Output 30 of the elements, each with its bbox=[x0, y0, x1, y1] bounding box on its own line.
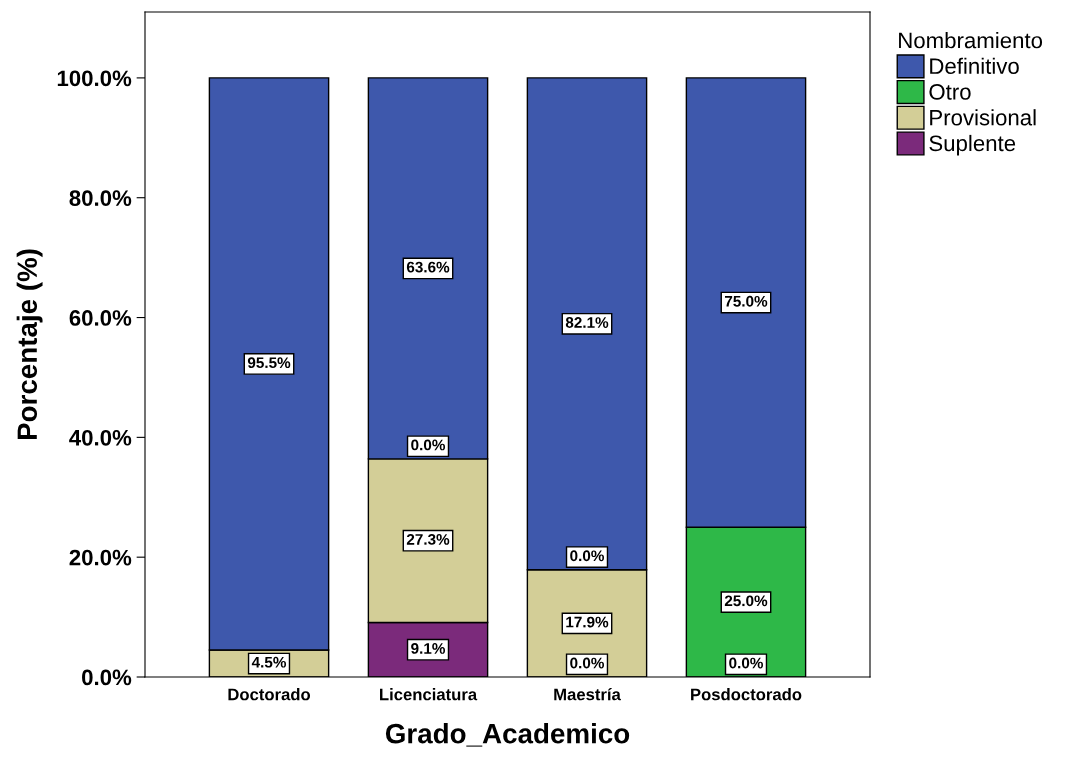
legend-label: Otro bbox=[929, 84, 971, 100]
x-tick-label: Licenciatura bbox=[380, 688, 478, 701]
data-label: 4.5% bbox=[251, 656, 287, 668]
x-tick-label: Doctorado bbox=[228, 688, 311, 701]
y-tick-label: 60.0% bbox=[69, 310, 132, 326]
x-tick-label: Maestría bbox=[554, 687, 621, 701]
y-tick-label: 40.0% bbox=[69, 429, 132, 446]
legend-label: Provisional bbox=[930, 109, 1036, 126]
annotation: 0.0% bbox=[570, 657, 605, 669]
data-label: 75.0% bbox=[724, 295, 768, 307]
data-label: 9.1% bbox=[411, 643, 446, 654]
x-tick-label: Posdoctorado bbox=[691, 688, 802, 701]
legend-label: Suplente bbox=[929, 134, 1016, 156]
data-label: 63.6% bbox=[406, 261, 450, 273]
data-label: 95.5% bbox=[247, 357, 291, 369]
y-tick-label: 20.0% bbox=[69, 549, 132, 566]
y-tick-label: 100.0% bbox=[57, 70, 132, 87]
annotation: 0.0% bbox=[729, 657, 763, 669]
y-axis-title: Porcentaje (%) bbox=[16, 249, 43, 440]
data-label: 27.3% bbox=[406, 533, 450, 545]
x-axis-title: Grado_Academico bbox=[385, 723, 630, 747]
data-label: 17.9% bbox=[566, 616, 609, 628]
y-tick-label: 0.0% bbox=[82, 669, 132, 686]
legend-label: Definitivo bbox=[930, 57, 1019, 75]
annotation: 0.0% bbox=[411, 439, 446, 451]
data-label: 25.0% bbox=[724, 595, 768, 607]
annotation: 0.0% bbox=[570, 550, 605, 562]
data-label: 82.1% bbox=[565, 317, 609, 328]
y-tick-label: 80.0% bbox=[69, 190, 132, 206]
legend-title: Nombramiento bbox=[899, 32, 1043, 49]
